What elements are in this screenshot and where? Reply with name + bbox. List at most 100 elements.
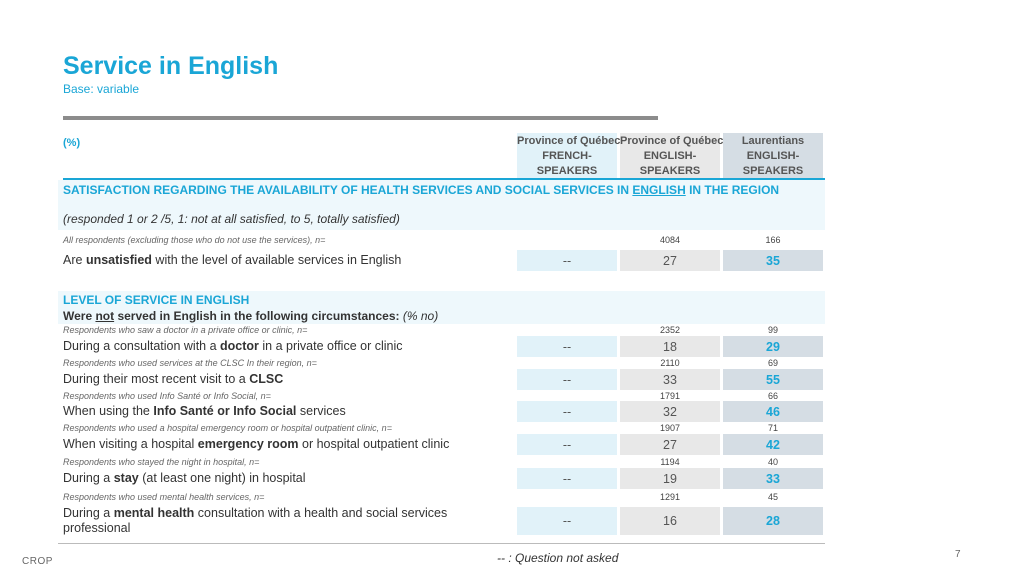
table-cell: -- [517,507,617,535]
subtitle-text: served in English in the following circu… [114,309,400,323]
column-header-quebec-french: Province of Québec FRENCH- SPEAKERS [517,133,621,179]
n-value: 1291 [659,492,681,502]
row-label-text: consultation with a health and social se… [63,506,448,535]
row-label: During a consultation with a doctor in a… [63,339,403,354]
footer-divider [58,543,825,544]
row-label-bold: emergency room [197,437,299,451]
row-label: During a stay (at least one night) in ho… [63,471,306,486]
column-header-line: Province of Québec [620,134,724,147]
column-header-line: Laurentians [741,134,805,147]
column-header-line: SPEAKERS [742,164,804,177]
footnote: -- : Question not asked [497,551,619,565]
base-note: Respondents who used Info Santé or Info … [63,391,271,401]
column-header-quebec-english: Province of Québec ENGLISH- SPEAKERS [620,133,724,179]
section-satisfaction-band [58,180,825,230]
row-label: When visiting a hospital emergency room … [63,437,449,452]
row-label-text: (at least one night) in hospital [138,471,306,485]
row-label: When using the Info Santé or Info Social… [63,404,346,419]
table-cell: 19 [620,468,720,489]
page-number: 7 [955,549,961,560]
section-satisfaction-title: SATISFACTION REGARDING THE AVAILABILITY … [63,183,803,198]
n-value: 166 [765,235,781,245]
crop-logo: CROP [22,556,53,567]
column-header-line: ENGLISH- [746,149,800,162]
n-value: 4084 [659,235,681,245]
row-label: During a mental health consultation with… [63,506,473,536]
page-subtitle: Base: variable [63,82,140,96]
row-label-bold: mental health [113,506,195,520]
n-value: 2110 [660,358,680,368]
percent-label: (%) [63,137,81,149]
n-value: 99 [767,325,778,335]
n-value: 45 [767,492,778,502]
row-label-text: When visiting a hospital [63,437,198,451]
row-label-text: When using the [63,404,154,418]
table-cell: 29 [723,336,823,357]
row-label-text: with the level of available services in … [151,253,402,267]
row-label-bold: Info Santé or Info Social [153,404,297,418]
column-header-line: ENGLISH- [643,149,697,162]
row-label-bold: doctor [220,339,259,353]
row-label-text: During their most recent visit to a [63,372,250,386]
row-label-text: in a private office or clinic [258,339,403,353]
row-label-bold: unsatisfied [85,253,152,267]
base-note: Respondents who stayed the night in hosp… [63,457,260,467]
table-cell: 32 [620,401,720,422]
n-value: 69 [767,358,778,368]
base-note: Respondents who used a hospital emergenc… [63,423,392,433]
row-label-text: During a [63,506,114,520]
table-cell: 28 [723,507,823,535]
n-value: 2352 [659,325,681,335]
column-header-laurentians-english: Laurentians ENGLISH- SPEAKERS [723,133,823,179]
column-header-line: SPEAKERS [639,164,701,177]
n-value: 1907 [659,423,681,433]
table-cell: -- [517,468,617,489]
table-cell: 35 [723,250,823,271]
page-title: Service in English [63,52,279,80]
section-level-title: LEVEL OF SERVICE IN ENGLISH [63,293,250,307]
table-cell: 42 [723,434,823,455]
row-label-bold: CLSC [249,372,284,386]
row-label-unsatisfied: Are unsatisfied with the level of availa… [63,253,401,268]
section-title-text: SATISFACTION REGARDING THE AVAILABILITY … [63,183,633,197]
subtitle-underlined: not [95,309,115,323]
n-value: 71 [767,423,778,433]
row-label-text: During a consultation with a [63,339,221,353]
section-level-band [58,291,825,324]
table-cell: -- [517,369,617,390]
table-cell: 27 [620,434,720,455]
section-level-subtitle: Were not served in English in the follow… [63,309,438,324]
base-note: Respondents who used services at the CLS… [63,358,317,368]
subtitle-text: Were [63,309,96,323]
row-label-bold: stay [113,471,139,485]
base-note: Respondents who saw a doctor in a privat… [63,325,308,335]
base-note: Respondents who used mental health servi… [63,492,265,502]
base-note: All respondents (excluding those who do … [63,235,326,245]
section-title-underlined: ENGLISH [632,183,686,197]
section-title-text: IN THE REGION [685,183,780,197]
table-cell: -- [517,434,617,455]
table-cell: 33 [620,369,720,390]
subtitle-italic: (% no) [399,309,439,323]
table-cell: 33 [723,468,823,489]
row-label-text: During a [63,471,114,485]
row-label-text: Are [63,253,86,267]
table-cell: 16 [620,507,720,535]
table-cell: 27 [620,250,720,271]
table-cell: 18 [620,336,720,357]
n-value: 40 [767,457,778,467]
table-cell: 55 [723,369,823,390]
table-cell: 46 [723,401,823,422]
n-value: 1791 [659,391,681,401]
row-label-text: services [296,404,346,418]
table-cell: -- [517,336,617,357]
n-value: 1194 [660,457,680,467]
table-cell: -- [517,250,617,271]
row-label-text: or hospital outpatient clinic [298,437,450,451]
column-header-line: SPEAKERS [536,164,598,177]
row-label: During their most recent visit to a CLSC [63,372,283,387]
header-divider [63,178,825,180]
scale-note: (responded 1 or 2 /5, 1: not at all sati… [63,212,400,226]
column-header-line: FRENCH- [542,149,592,162]
column-header-line: Province of Québec [517,134,621,147]
